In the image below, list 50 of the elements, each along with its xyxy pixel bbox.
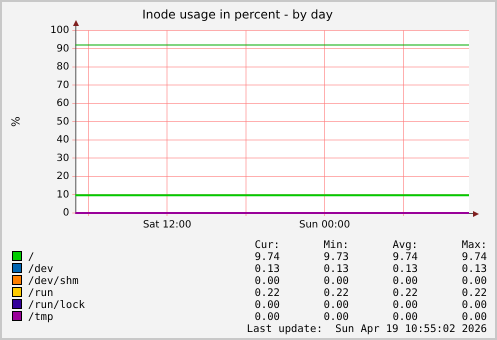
text: 0.22 bbox=[392, 287, 418, 299]
text: 0.00 bbox=[254, 311, 280, 323]
text: 0.00 bbox=[254, 275, 280, 287]
legend-label: /run bbox=[27, 287, 54, 299]
text: 0.13 bbox=[460, 263, 487, 275]
text: 9.73 bbox=[322, 251, 349, 263]
y-tick-label: 0 bbox=[62, 208, 70, 219]
text: 0.00 bbox=[392, 311, 418, 323]
text: 0.00 bbox=[322, 311, 349, 323]
text: 0.00 bbox=[392, 299, 418, 311]
text: 0.00 bbox=[322, 275, 349, 287]
text: 9.74 bbox=[460, 251, 487, 263]
text: Max: bbox=[460, 239, 487, 251]
y-tick-label: 80 bbox=[56, 62, 70, 73]
legend-label: /run/lock bbox=[27, 299, 86, 311]
x-tick-label: Sun 00:00 bbox=[299, 220, 350, 231]
y-tick-label: 10 bbox=[56, 189, 70, 200]
y-tick-label: 60 bbox=[56, 98, 70, 110]
legend-label: / bbox=[27, 251, 36, 263]
text: 0.00 bbox=[392, 275, 418, 287]
y-tick-label: 70 bbox=[56, 80, 70, 91]
text: 0.13 bbox=[322, 263, 349, 275]
y-tick-label: 90 bbox=[56, 43, 70, 54]
text: 0.00 bbox=[460, 311, 487, 323]
x-tick-label: Sat 12:00 bbox=[142, 220, 192, 231]
legend-label: /dev/shm bbox=[27, 275, 80, 287]
text: 0.13 bbox=[392, 263, 418, 275]
text: 0.00 bbox=[460, 275, 487, 287]
chart-title: Inode usage in percent - by day bbox=[142, 7, 333, 22]
text: 0.13 bbox=[254, 263, 280, 275]
text: 0.22 bbox=[254, 287, 280, 299]
y-tick-label: 100 bbox=[50, 24, 70, 36]
text: 0.00 bbox=[322, 299, 349, 311]
text: Cur: bbox=[254, 239, 280, 251]
text: 9.74 bbox=[392, 251, 418, 263]
text: Last update: Sun Apr 19 10:55:02 2026 bbox=[246, 323, 487, 335]
y-tick-label: 20 bbox=[56, 171, 70, 182]
text: 0.00 bbox=[254, 299, 280, 311]
text: Avg: bbox=[392, 239, 418, 251]
y-tick-label: 30 bbox=[56, 152, 70, 164]
text: 0.22 bbox=[322, 287, 349, 299]
legend-label: /dev bbox=[27, 263, 54, 275]
text: 0.00 bbox=[460, 299, 487, 311]
text: 0.22 bbox=[460, 287, 487, 299]
text: Min: bbox=[322, 239, 349, 251]
y-tick-label: 50 bbox=[56, 116, 70, 128]
y-tick-label: 40 bbox=[56, 134, 70, 146]
y-axis-title: % bbox=[9, 116, 22, 127]
legend-label: /tmp bbox=[27, 311, 54, 323]
text: 9.74 bbox=[254, 251, 280, 263]
